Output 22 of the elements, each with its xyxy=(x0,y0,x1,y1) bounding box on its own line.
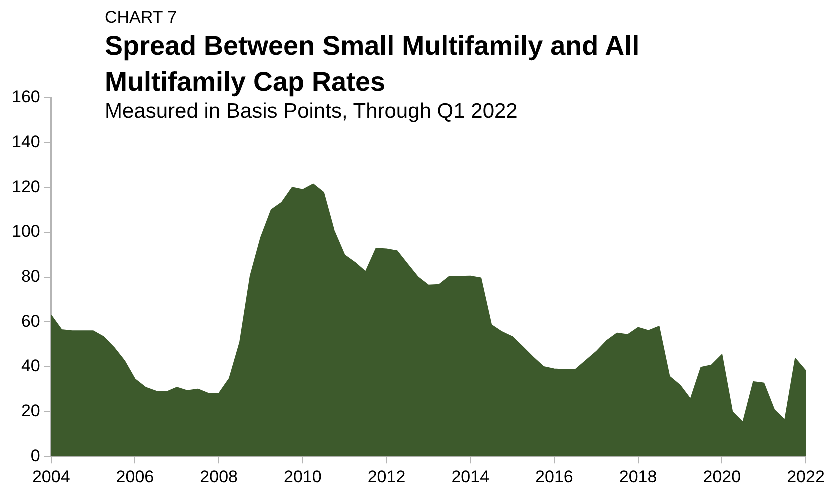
y-tick-label: 0 xyxy=(30,446,40,466)
y-tick-label: 100 xyxy=(12,222,40,242)
y-tick-label: 120 xyxy=(12,177,40,196)
x-tick-label: 2012 xyxy=(368,467,406,486)
y-tick-label: 80 xyxy=(21,266,40,286)
x-tick-label: 2022 xyxy=(787,467,825,486)
chart-title: Spread Between Small Multifamily and All Multifamily Cap Rates xyxy=(105,30,641,99)
x-tick-label: 2008 xyxy=(200,467,238,486)
x-tick-label: 2014 xyxy=(452,467,490,486)
caption: CHART 7 xyxy=(105,8,178,28)
x-tick-label: 2004 xyxy=(32,467,70,486)
y-tick-label: 140 xyxy=(12,132,40,152)
y-tick-label: 20 xyxy=(21,401,40,420)
y-tick-label: 60 xyxy=(21,312,40,331)
x-tick-label: 2020 xyxy=(703,467,742,486)
x-tick-label: 2016 xyxy=(536,467,574,486)
y-tick-label: 40 xyxy=(21,356,40,376)
chart-subtitle: Measured in Basis Points, Through Q1 2022 xyxy=(105,100,519,124)
x-tick-label: 2006 xyxy=(116,467,154,486)
y-tick-label: 160 xyxy=(12,88,40,107)
x-tick-label: 2010 xyxy=(284,467,322,486)
x-tick-label: 2018 xyxy=(619,467,658,486)
